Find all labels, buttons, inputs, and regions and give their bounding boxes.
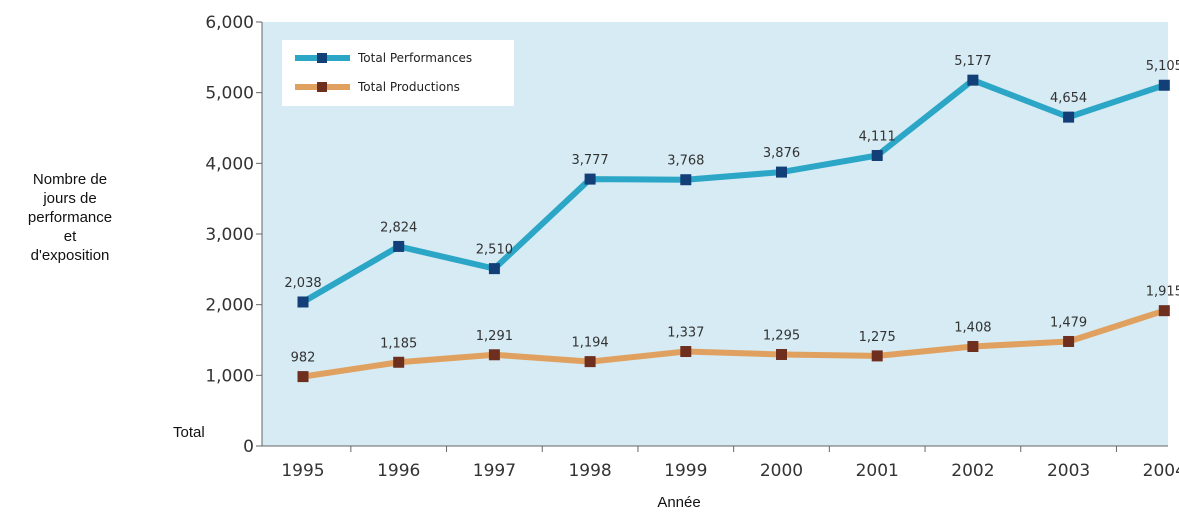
y-tick-label: 2,000 xyxy=(205,296,254,316)
data-point xyxy=(488,263,500,275)
series-1: 982 1,185 1,291 1,194 1,337 1,295 1,275 1,408 1,… xyxy=(291,285,1179,383)
data-point xyxy=(393,240,405,252)
data-label: 2,510 xyxy=(476,243,513,258)
legend-label: Total Productions xyxy=(357,80,460,94)
y-tick-label: 4,000 xyxy=(205,154,254,174)
data-label: 1,295 xyxy=(763,328,800,343)
legend-swatch-marker xyxy=(317,82,327,92)
legend-swatch-marker xyxy=(317,53,327,63)
data-label: 3,876 xyxy=(763,146,800,161)
data-label: 1,194 xyxy=(571,336,608,351)
x-tick-label: 1998 xyxy=(568,461,611,481)
y-axis-title-line-4: et xyxy=(63,228,77,245)
x-tick-label: 2002 xyxy=(951,461,994,481)
data-point xyxy=(776,348,787,360)
data-label: 1,408 xyxy=(954,321,991,336)
legend: Total Performances Total Productions xyxy=(282,40,514,106)
y-axis-title: Nombre de jours de performance et d'expo… xyxy=(0,170,140,265)
data-label: 1,291 xyxy=(476,329,513,344)
y-tick-label: 0 xyxy=(243,437,254,457)
data-point xyxy=(488,349,500,361)
data-point xyxy=(584,356,596,368)
data-point xyxy=(297,296,309,308)
data-label: 5,177 xyxy=(954,54,991,69)
y-axis: 0 1,000 2,000 3,000 4,000 5,000 6,000 xyxy=(205,13,263,457)
legend-label: Total Performances xyxy=(357,51,472,65)
y-tick-label: 3,000 xyxy=(205,225,254,245)
legend-box xyxy=(282,40,514,106)
data-label: 1,479 xyxy=(1050,315,1087,330)
data-point xyxy=(871,350,883,362)
series-line xyxy=(300,77,1168,305)
x-axis: 1995 1996 1997 1998 1999 2000 2001 2002 2003 2004 xyxy=(262,445,1179,481)
data-label: 2,038 xyxy=(284,276,321,291)
y-axis-title-line-2: jours de xyxy=(43,190,97,207)
y-tick-label: 6,000 xyxy=(205,13,254,33)
data-label: 1,337 xyxy=(667,326,704,341)
y-axis-title-line-3: performance xyxy=(27,209,113,226)
x-tick-label: 2000 xyxy=(760,461,803,481)
data-point xyxy=(1063,335,1075,347)
series-lines: 2,038 2,824 2,510 3,777 3,768 3,876 4,111 5,177… xyxy=(284,54,1179,383)
data-label: 1,275 xyxy=(859,330,896,345)
data-point xyxy=(680,174,692,186)
data-point xyxy=(776,166,787,178)
x-tick-label: 2004 xyxy=(1143,461,1179,481)
x-tick-label: 2001 xyxy=(856,461,899,481)
y-axis-title-line-5: d'exposition xyxy=(30,247,110,264)
data-point xyxy=(871,149,883,161)
x-tick-label: 2003 xyxy=(1047,461,1090,481)
data-point xyxy=(584,173,596,185)
data-label: 4,654 xyxy=(1050,91,1087,106)
y-tick-label: 5,000 xyxy=(205,84,254,104)
data-label: 2,824 xyxy=(380,220,417,235)
x-tick-label: 1999 xyxy=(664,461,707,481)
data-point xyxy=(1063,111,1075,123)
data-point xyxy=(680,346,692,358)
x-tick-label: 1996 xyxy=(377,461,420,481)
data-label: 1,915 xyxy=(1146,285,1179,300)
y-axis-total-label: Total xyxy=(173,424,205,441)
data-point xyxy=(967,74,979,86)
data-label: 3,777 xyxy=(571,153,608,168)
x-axis-title: Année xyxy=(657,494,701,511)
series-line xyxy=(300,307,1168,380)
data-label: 3,768 xyxy=(667,154,704,169)
data-point xyxy=(1158,305,1170,317)
data-label: 982 xyxy=(291,351,316,366)
y-tick-label: 1,000 xyxy=(205,366,254,386)
data-label: 4,111 xyxy=(859,129,896,144)
data-label: 5,105 xyxy=(1146,59,1179,74)
x-tick-label: 1995 xyxy=(281,461,324,481)
data-point xyxy=(1158,79,1170,91)
series-0: 2,038 2,824 2,510 3,777 3,768 3,876 4,111 5,177… xyxy=(284,54,1179,308)
data-point xyxy=(393,356,405,368)
x-tick-label: 1997 xyxy=(473,461,516,481)
y-axis-title-line-1: Nombre de xyxy=(32,171,108,188)
data-point xyxy=(297,371,309,383)
data-point xyxy=(967,341,979,353)
data-label: 1,185 xyxy=(380,336,417,351)
